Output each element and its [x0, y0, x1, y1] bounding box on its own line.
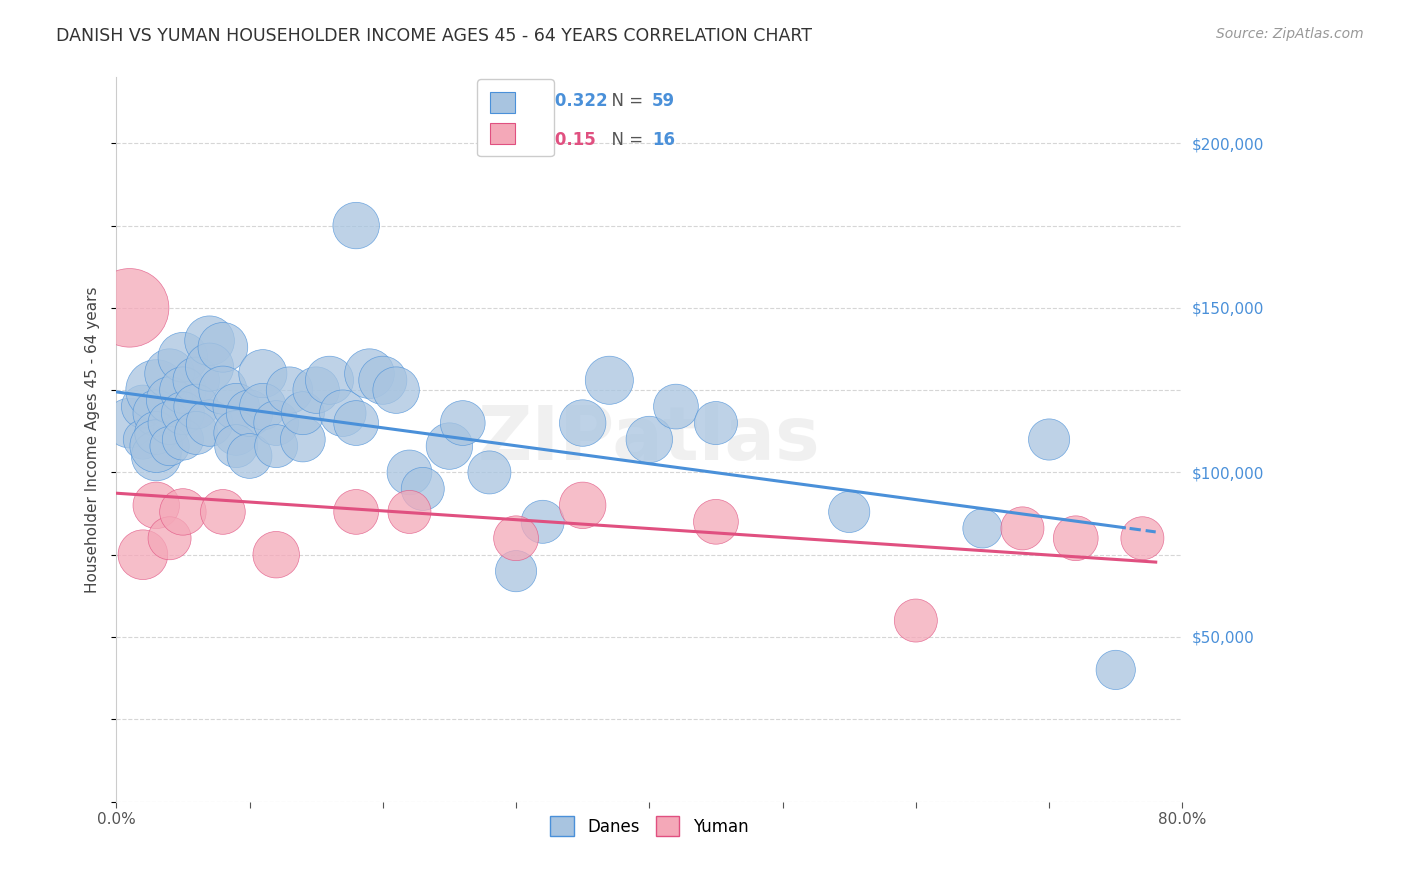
- Point: [132, 548, 155, 562]
- Point: [172, 383, 194, 397]
- Text: N =: N =: [600, 92, 648, 110]
- Point: [212, 505, 235, 519]
- Point: [198, 334, 221, 348]
- Point: [225, 400, 247, 414]
- Point: [172, 433, 194, 447]
- Point: [704, 515, 727, 529]
- Point: [598, 373, 620, 387]
- Point: [385, 383, 408, 397]
- Point: [252, 367, 274, 381]
- Point: [571, 416, 593, 430]
- Point: [172, 406, 194, 420]
- Point: [118, 301, 141, 315]
- Point: [439, 439, 461, 453]
- Point: [904, 614, 927, 628]
- Point: [264, 439, 287, 453]
- Y-axis label: Householder Income Ages 45 - 64 years: Householder Income Ages 45 - 64 years: [86, 286, 100, 593]
- Point: [398, 466, 420, 480]
- Point: [145, 406, 167, 420]
- Text: ZIPatlas: ZIPatlas: [478, 403, 821, 476]
- Point: [1105, 663, 1128, 677]
- Point: [704, 416, 727, 430]
- Point: [665, 400, 688, 414]
- Text: N =: N =: [600, 131, 648, 149]
- Point: [145, 499, 167, 513]
- Point: [571, 499, 593, 513]
- Point: [505, 531, 527, 545]
- Text: -0.322: -0.322: [548, 92, 607, 110]
- Point: [638, 433, 661, 447]
- Text: 59: 59: [652, 92, 675, 110]
- Point: [1064, 531, 1087, 545]
- Point: [1038, 433, 1060, 447]
- Point: [118, 416, 141, 430]
- Point: [318, 373, 340, 387]
- Point: [291, 433, 314, 447]
- Point: [186, 400, 208, 414]
- Point: [531, 515, 554, 529]
- Point: [478, 466, 501, 480]
- Point: [305, 383, 328, 397]
- Point: [1011, 521, 1033, 535]
- Point: [225, 425, 247, 440]
- Point: [398, 505, 420, 519]
- Point: [451, 416, 474, 430]
- Point: [505, 564, 527, 578]
- Point: [159, 416, 181, 430]
- Point: [145, 449, 167, 463]
- Point: [159, 531, 181, 545]
- Text: 16: 16: [652, 131, 675, 149]
- Point: [212, 340, 235, 354]
- Point: [198, 416, 221, 430]
- Point: [972, 521, 994, 535]
- Point: [238, 406, 260, 420]
- Legend: Danes, Yuman: Danes, Yuman: [541, 808, 756, 844]
- Point: [238, 449, 260, 463]
- Point: [186, 425, 208, 440]
- Point: [145, 425, 167, 440]
- Point: [252, 400, 274, 414]
- Text: -0.15: -0.15: [548, 131, 596, 149]
- Point: [344, 505, 367, 519]
- Point: [291, 406, 314, 420]
- Point: [172, 505, 194, 519]
- Point: [264, 548, 287, 562]
- Point: [145, 383, 167, 397]
- Point: [212, 383, 235, 397]
- Text: R =: R =: [499, 92, 536, 110]
- Point: [198, 360, 221, 375]
- Text: Source: ZipAtlas.com: Source: ZipAtlas.com: [1216, 27, 1364, 41]
- Point: [132, 433, 155, 447]
- Point: [1132, 531, 1154, 545]
- Point: [838, 505, 860, 519]
- Point: [159, 439, 181, 453]
- Point: [344, 416, 367, 430]
- Point: [278, 383, 301, 397]
- Point: [159, 392, 181, 407]
- Point: [172, 350, 194, 364]
- Text: DANISH VS YUMAN HOUSEHOLDER INCOME AGES 45 - 64 YEARS CORRELATION CHART: DANISH VS YUMAN HOUSEHOLDER INCOME AGES …: [56, 27, 813, 45]
- Point: [264, 416, 287, 430]
- Point: [145, 439, 167, 453]
- Text: R =: R =: [499, 131, 536, 149]
- Point: [186, 373, 208, 387]
- Point: [159, 367, 181, 381]
- Point: [344, 219, 367, 233]
- Point: [371, 373, 394, 387]
- Point: [132, 400, 155, 414]
- Point: [332, 406, 354, 420]
- Point: [359, 367, 381, 381]
- Point: [225, 439, 247, 453]
- Point: [412, 482, 434, 496]
